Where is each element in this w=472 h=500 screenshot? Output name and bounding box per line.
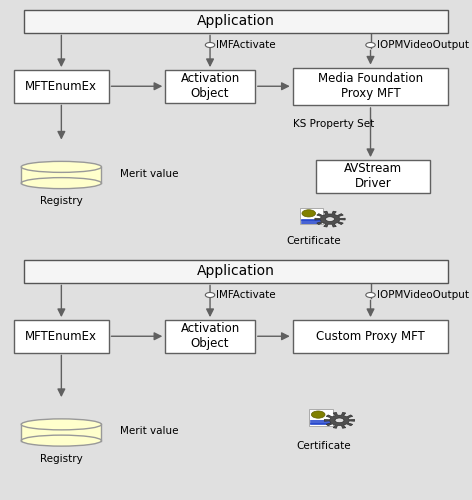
Text: IMFActivate: IMFActivate <box>216 290 276 300</box>
Ellipse shape <box>21 178 101 188</box>
Text: AVStream
Driver: AVStream Driver <box>344 162 402 190</box>
Circle shape <box>312 411 325 418</box>
FancyBboxPatch shape <box>24 260 448 282</box>
Text: Merit value: Merit value <box>120 426 179 436</box>
Polygon shape <box>315 211 345 227</box>
Text: IOPMVideoOutput: IOPMVideoOutput <box>377 40 469 50</box>
FancyBboxPatch shape <box>300 208 323 224</box>
FancyBboxPatch shape <box>309 410 333 426</box>
Text: IOPMVideoOutput: IOPMVideoOutput <box>377 290 469 300</box>
Circle shape <box>366 292 375 298</box>
FancyBboxPatch shape <box>165 70 255 102</box>
Text: Custom Proxy MFT: Custom Proxy MFT <box>316 330 425 343</box>
Ellipse shape <box>21 435 101 446</box>
Text: Registry: Registry <box>40 454 83 464</box>
Ellipse shape <box>21 162 101 172</box>
Polygon shape <box>21 424 101 440</box>
Circle shape <box>205 292 215 298</box>
Polygon shape <box>21 167 101 183</box>
FancyBboxPatch shape <box>165 320 255 352</box>
Text: KS Property Set: KS Property Set <box>293 118 374 128</box>
Text: Certificate: Certificate <box>296 441 351 451</box>
Text: MFTEnumEx: MFTEnumEx <box>25 80 97 93</box>
Text: Registry: Registry <box>40 196 83 206</box>
Polygon shape <box>324 412 354 428</box>
Circle shape <box>302 210 316 217</box>
Circle shape <box>366 42 375 48</box>
Text: IMFActivate: IMFActivate <box>216 40 276 50</box>
Text: Merit value: Merit value <box>120 169 179 179</box>
Text: Certificate: Certificate <box>287 236 341 246</box>
FancyBboxPatch shape <box>14 70 109 102</box>
FancyBboxPatch shape <box>24 10 448 32</box>
Text: Application: Application <box>197 264 275 278</box>
FancyBboxPatch shape <box>293 68 448 105</box>
Text: Application: Application <box>197 14 275 28</box>
Text: Activation
Object: Activation Object <box>180 72 240 100</box>
FancyBboxPatch shape <box>293 320 448 352</box>
Circle shape <box>205 42 215 48</box>
Text: MFTEnumEx: MFTEnumEx <box>25 330 97 343</box>
FancyBboxPatch shape <box>14 320 109 352</box>
Text: Media Foundation
Proxy MFT: Media Foundation Proxy MFT <box>318 72 423 100</box>
FancyBboxPatch shape <box>316 160 430 192</box>
Ellipse shape <box>21 419 101 430</box>
Text: Activation
Object: Activation Object <box>180 322 240 350</box>
Circle shape <box>335 418 344 422</box>
Circle shape <box>326 216 335 222</box>
